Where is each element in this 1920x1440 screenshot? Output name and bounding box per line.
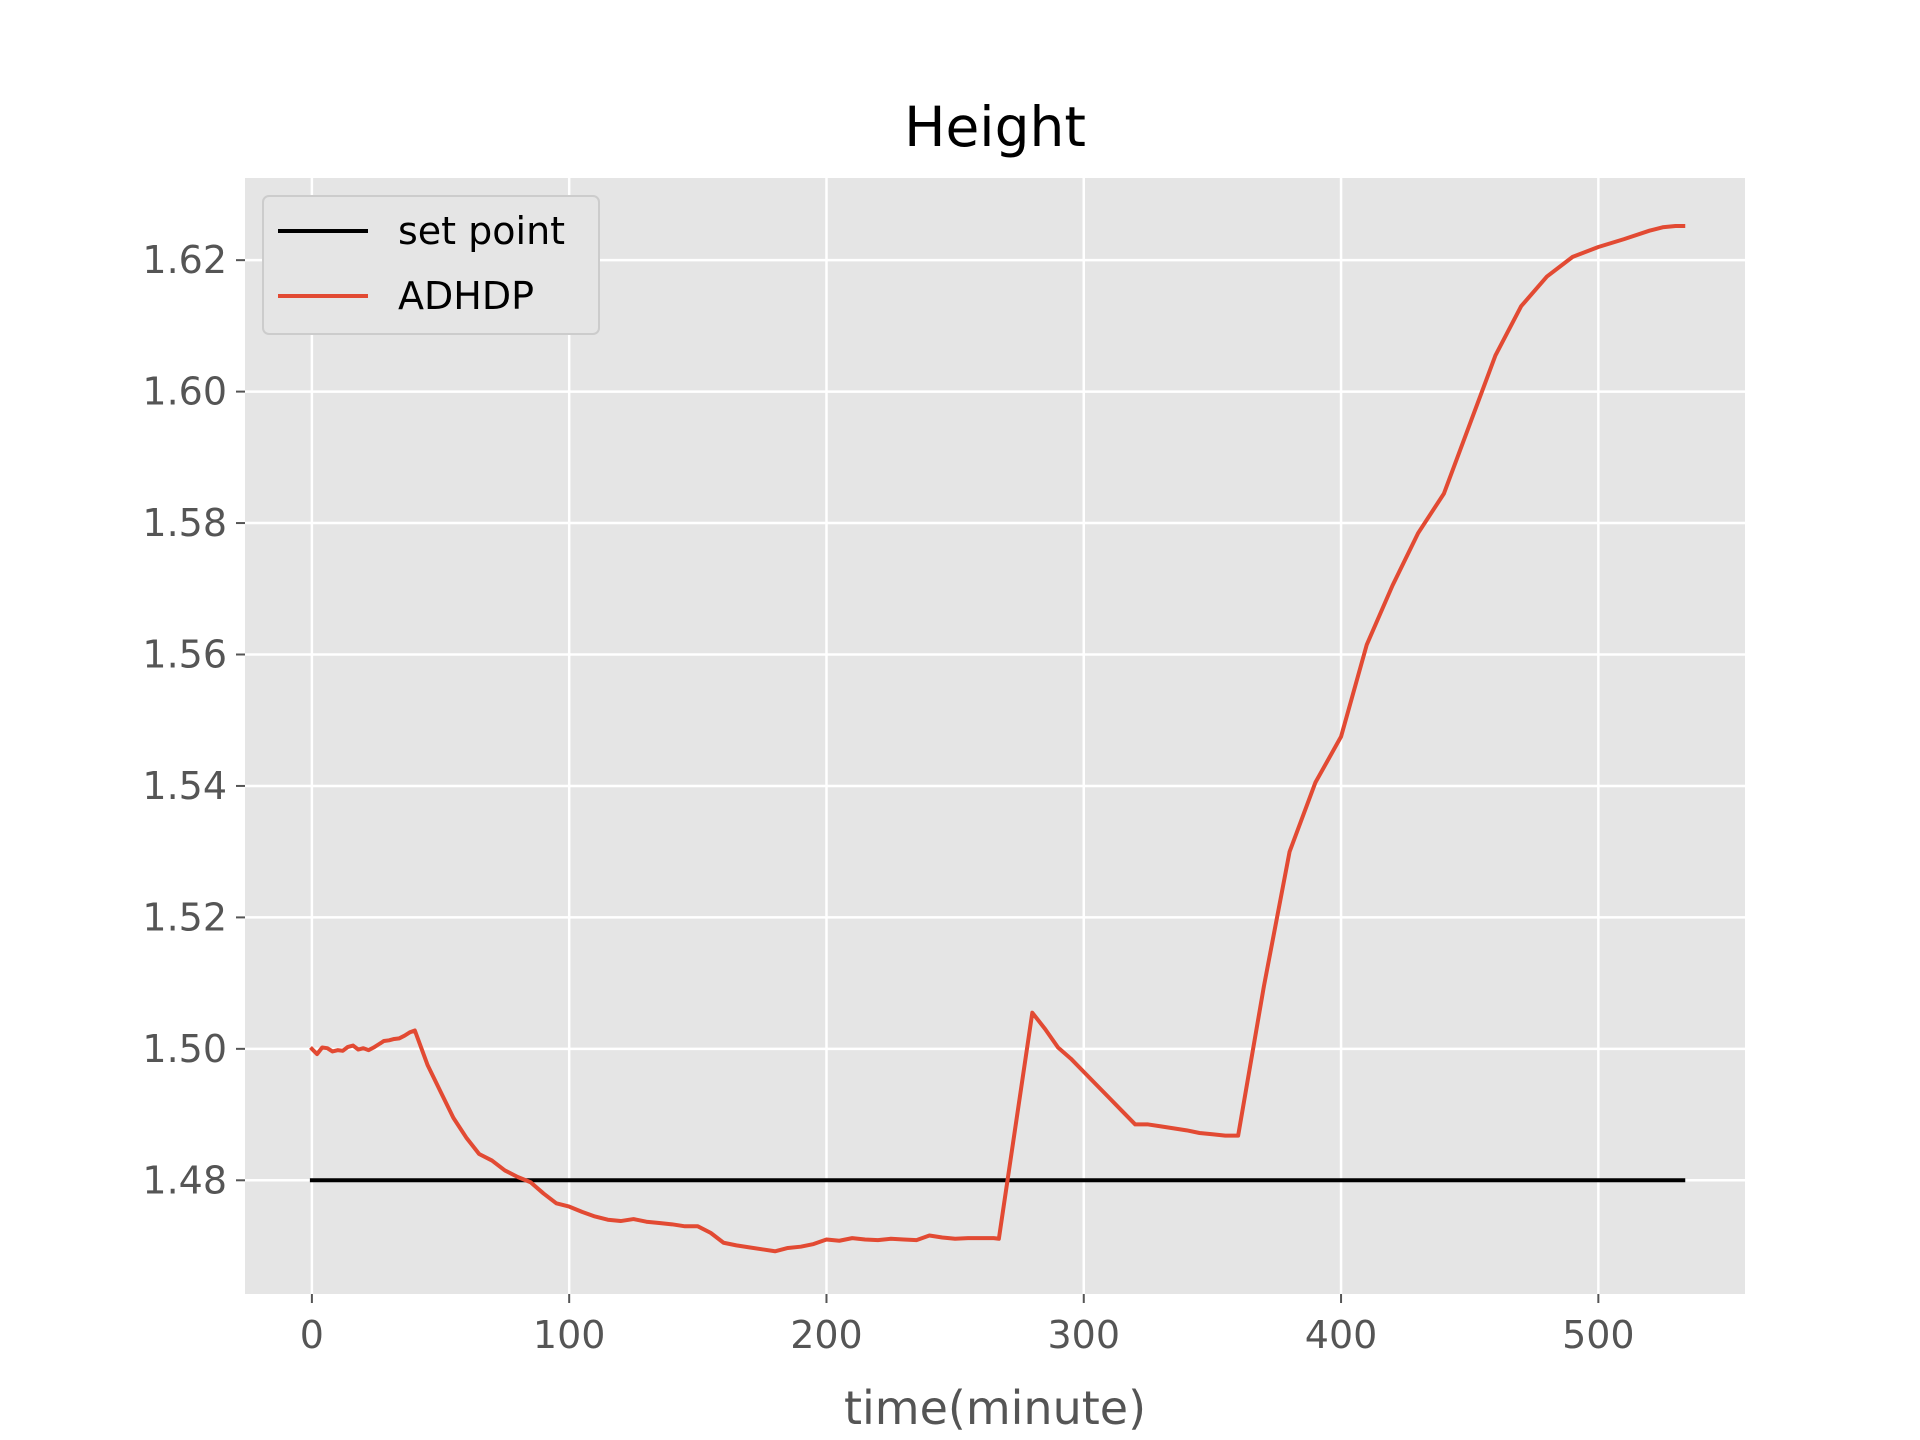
chart-title: Height — [904, 95, 1086, 159]
x-tick-label: 100 — [533, 1313, 606, 1357]
grid-lines — [245, 178, 1745, 1294]
legend-label-adhdp: ADHDP — [398, 274, 534, 318]
y-tick-label: 1.50 — [142, 1027, 227, 1071]
x-tick-label: 400 — [1305, 1313, 1378, 1357]
y-tick-label: 1.60 — [142, 370, 227, 414]
y-tick-label: 1.62 — [142, 238, 227, 282]
x-axis: 0 100 200 300 400 500 — [300, 1294, 1635, 1357]
plot-area — [245, 178, 1745, 1294]
y-axis: 1.48 1.50 1.52 1.54 1.56 1.58 1.60 1.62 — [142, 238, 245, 1202]
series-layer — [309, 223, 1686, 1254]
legend-label-set-point: set point — [398, 209, 565, 253]
x-tick-label: 200 — [790, 1313, 863, 1357]
legend: set point ADHDP — [262, 195, 600, 335]
y-tick-label: 1.56 — [142, 633, 227, 677]
y-tick-label: 1.58 — [142, 501, 227, 545]
y-tick-label: 1.48 — [142, 1158, 227, 1202]
x-tick-label: 500 — [1562, 1313, 1635, 1357]
x-axis-label: time(minute) — [844, 1381, 1146, 1435]
x-tick-label: 300 — [1047, 1313, 1120, 1357]
series-line-adhdp — [309, 223, 1686, 1254]
y-tick-label: 1.52 — [142, 895, 227, 939]
x-tick-label: 0 — [300, 1313, 324, 1357]
y-tick-label: 1.54 — [142, 764, 227, 808]
